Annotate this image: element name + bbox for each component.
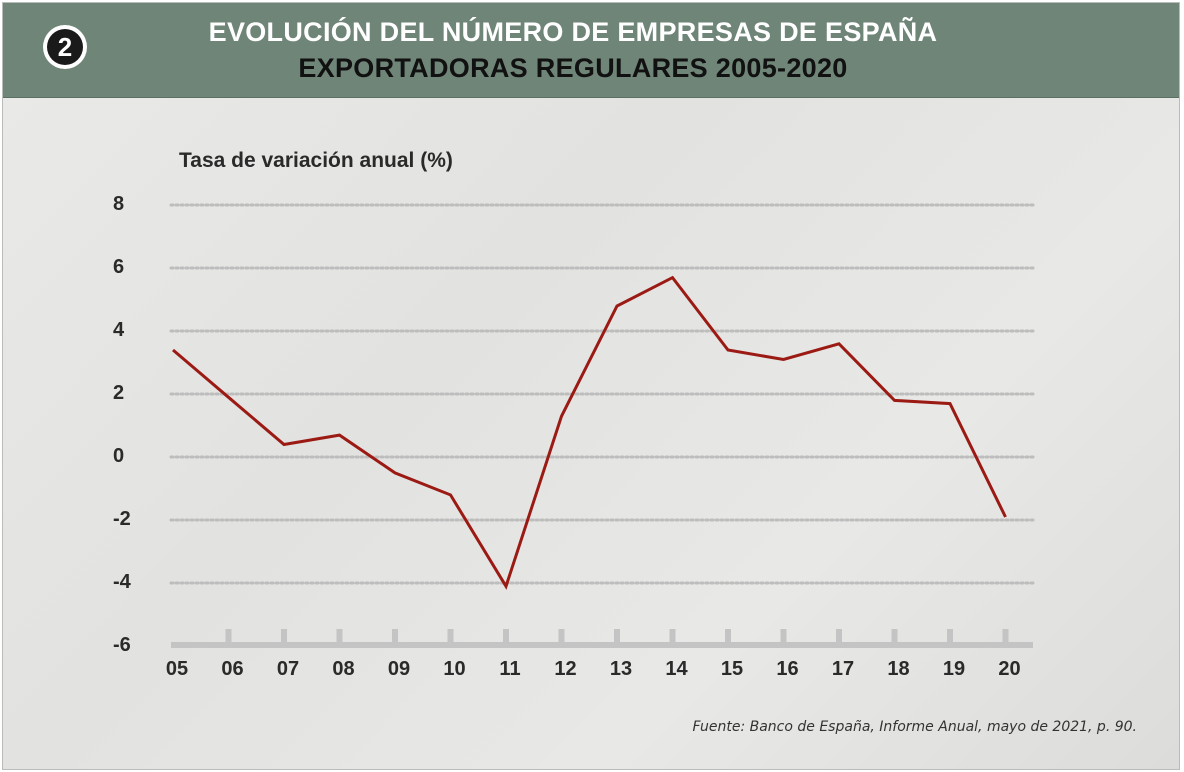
x-tick-label: 15 [721, 658, 743, 680]
x-axis-ticks: 05 06 07 08 09 10 11 12 13 14 15 16 17 18 19 20 [166, 658, 1021, 680]
x-tick-label: 12 [554, 658, 576, 680]
x-tick-label: 18 [887, 658, 909, 680]
x-tick-label: 07 [277, 658, 299, 680]
y-tick-label: 6 [113, 256, 124, 278]
x-tick-mark [225, 629, 232, 643]
x-axis [171, 629, 1033, 648]
x-tick-label: 17 [832, 658, 854, 680]
chart-title-line-1: EVOLUCIÓN DEL NÚMERO DE EMPRESAS DE ESPA… [208, 17, 938, 47]
y-tick-label: 2 [113, 382, 124, 404]
y-tick-label: 8 [113, 193, 124, 215]
x-tick-mark [669, 629, 676, 643]
x-tick-mark [447, 629, 454, 643]
x-tick-mark [503, 629, 509, 643]
y-tick-label: -4 [113, 571, 132, 593]
x-tick-label: 19 [943, 658, 965, 680]
x-tick-mark [392, 629, 398, 643]
y-tick-label: -6 [113, 634, 131, 656]
number-badge-icon: 2 [43, 25, 87, 69]
y-axis-ticks: 8 6 4 2 0 -2 -4 -6 [113, 193, 132, 656]
x-tick-label: 05 [166, 658, 188, 680]
x-tick-label: 09 [388, 658, 410, 680]
x-tick-label: 20 [998, 658, 1020, 680]
x-tick-label: 16 [776, 658, 798, 680]
y-axis-label: Tasa de variación anual (%) [179, 149, 453, 172]
x-tick-mark [780, 629, 787, 643]
x-tick-mark [1002, 629, 1009, 643]
x-axis-line [171, 642, 1033, 648]
x-tick-label: 13 [610, 658, 632, 680]
chart-title-line-2: EXPORTADORAS REGULARES 2005-2020 [298, 53, 848, 83]
badge-number: 2 [58, 32, 72, 62]
x-tick-mark [558, 629, 565, 643]
x-tick-label: 11 [499, 658, 520, 680]
x-tick-mark [614, 629, 620, 643]
x-tick-mark [281, 629, 287, 643]
x-tick-label: 14 [665, 658, 688, 680]
x-tick-label: 10 [443, 658, 465, 680]
x-tick-mark [725, 629, 731, 643]
source-note: Fuente: Banco de España, Informe Anual, … [692, 719, 1138, 735]
x-tick-mark [336, 629, 343, 643]
x-tick-mark [836, 629, 842, 643]
y-tick-label: 0 [113, 445, 124, 467]
x-tick-label: 06 [221, 658, 243, 680]
x-tick-mark [891, 629, 898, 643]
x-tick-label: 08 [332, 658, 354, 680]
y-tick-label: -2 [113, 508, 131, 530]
y-tick-label: 4 [113, 319, 125, 341]
x-tick-mark [947, 629, 953, 643]
series-line [172, 275, 1007, 590]
grid-lines [169, 203, 1035, 585]
chart-header: 2 EVOLUCIÓN DEL NÚMERO DE EMPRESAS DE ES… [3, 3, 1179, 98]
